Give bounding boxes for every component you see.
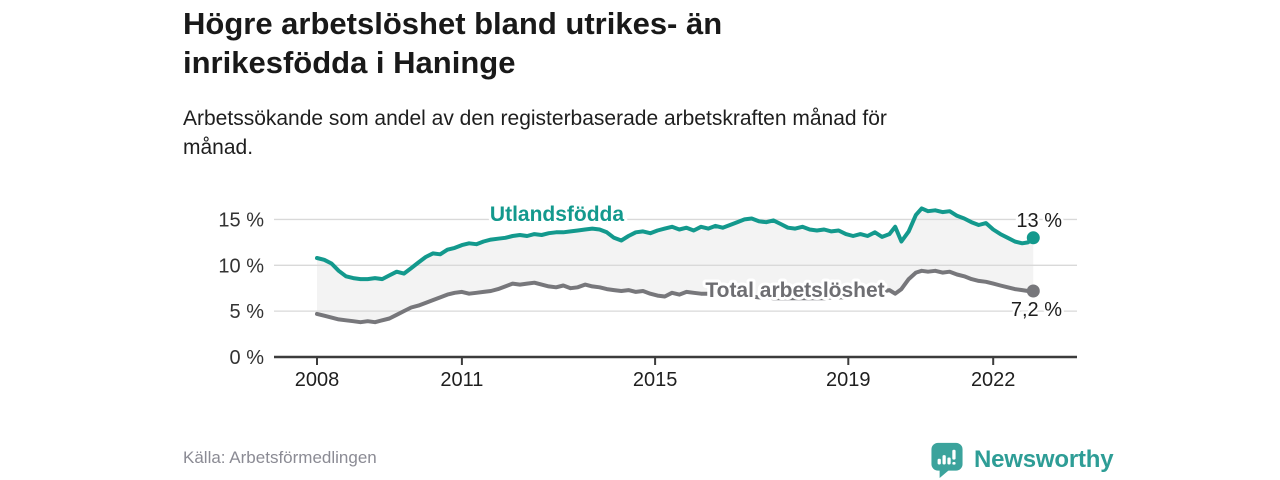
- y-tick-label-5: 5 %: [230, 301, 265, 323]
- source-note: Källa: Arbetsförmedlingen: [183, 448, 377, 467]
- end-value-label-total: 7,2 %: [1011, 299, 1062, 321]
- end-dot-total: [1026, 284, 1040, 298]
- title-line-2: inrikesfödda i Haninge: [183, 45, 516, 80]
- chart-subtitle: Arbetssökande som andel av den registerb…: [183, 104, 1083, 162]
- newsworthy-logo: Newsworthy: [930, 442, 1114, 478]
- end-value-label-utlandsfodda: 13 %: [1016, 210, 1062, 232]
- y-tick-label-10: 10 %: [218, 255, 264, 277]
- end-dot-utlandsfodda: [1026, 231, 1040, 245]
- page-title: Högre arbetslöshet bland utrikes- än inr…: [183, 4, 1083, 82]
- y-tick-label-0: 0 %: [230, 347, 265, 369]
- x-tick-label-2011: 2011: [440, 369, 483, 391]
- y-tick-label-15: 15 %: [218, 209, 264, 231]
- title-line-1: Högre arbetslöshet bland utrikes- än: [183, 6, 723, 41]
- series-label-utlandsfodda: Utlandsfödda: [490, 203, 624, 226]
- bar-chart-pin-icon: [931, 442, 963, 478]
- series-line-0: [315, 206, 1036, 282]
- series-line-1: [315, 268, 1036, 325]
- x-tick-label-2008: 2008: [295, 369, 340, 391]
- subtitle-line-1: Arbetssökande som andel av den registerb…: [183, 107, 887, 130]
- logo-wordmark: Newsworthy: [974, 446, 1114, 473]
- x-tick-label-2015: 2015: [633, 369, 678, 391]
- series-label-total-arbetsloshet: Total arbetslöshet: [705, 279, 884, 302]
- subtitle-line-2: månad.: [183, 136, 254, 159]
- x-tick-label-2019: 2019: [826, 369, 871, 391]
- x-tick-label-2022: 2022: [971, 369, 1016, 391]
